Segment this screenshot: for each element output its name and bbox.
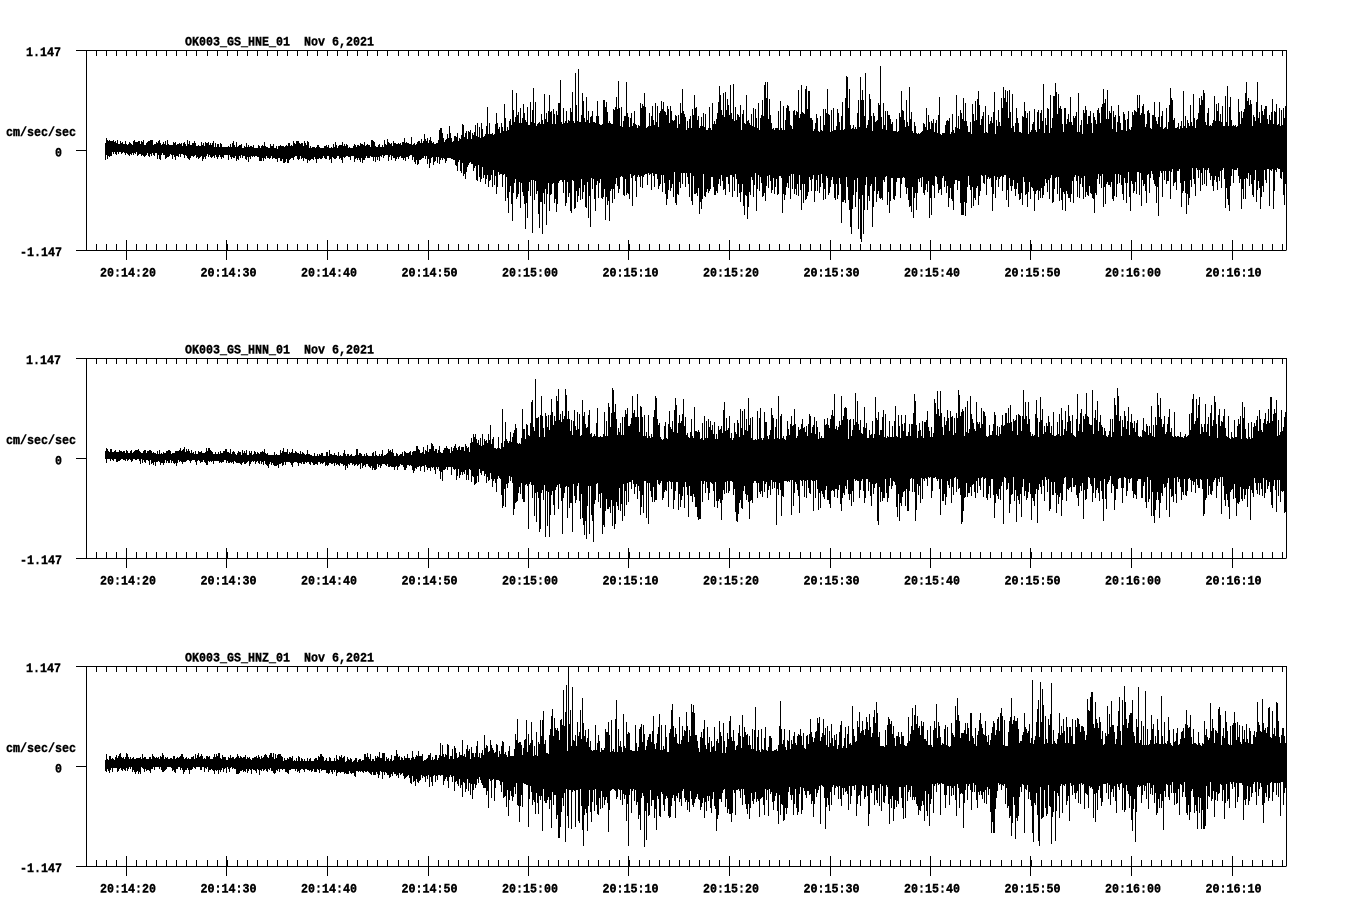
svg-text:20:14:40: 20:14:40: [301, 574, 357, 589]
svg-text:20:14:30: 20:14:30: [201, 266, 257, 281]
svg-text:1.147: 1.147: [26, 661, 61, 676]
svg-text:20:15:10: 20:15:10: [603, 266, 659, 281]
svg-text:20:14:40: 20:14:40: [301, 882, 357, 897]
svg-text:20:15:20: 20:15:20: [703, 574, 759, 589]
svg-text:20:15:00: 20:15:00: [502, 266, 558, 281]
svg-text:-1.147: -1.147: [20, 861, 62, 876]
svg-text:20:15:50: 20:15:50: [1005, 266, 1061, 281]
svg-text:20:14:40: 20:14:40: [301, 266, 357, 281]
svg-text:20:15:10: 20:15:10: [603, 882, 659, 897]
svg-text:20:16:00: 20:16:00: [1105, 574, 1161, 589]
svg-text:-1.147: -1.147: [20, 553, 62, 568]
svg-text:20:16:10: 20:16:10: [1206, 266, 1262, 281]
svg-text:20:15:20: 20:15:20: [703, 266, 759, 281]
svg-text:20:15:30: 20:15:30: [804, 574, 860, 589]
svg-text:1.147: 1.147: [26, 353, 61, 368]
svg-text:cm/sec/sec: cm/sec/sec: [6, 741, 76, 756]
svg-text:20:15:30: 20:15:30: [804, 266, 860, 281]
svg-text:20:15:00: 20:15:00: [502, 882, 558, 897]
svg-text:20:14:30: 20:14:30: [201, 882, 257, 897]
svg-text:0: 0: [55, 454, 62, 469]
svg-text:OK003_GS_HNN_01 Nov 6,2021: OK003_GS_HNN_01 Nov 6,2021: [185, 343, 374, 358]
svg-text:OK003_GS_HNE_01 Nov 6,2021: OK003_GS_HNE_01 Nov 6,2021: [185, 35, 374, 50]
svg-text:20:15:00: 20:15:00: [502, 574, 558, 589]
svg-text:20:14:20: 20:14:20: [100, 266, 156, 281]
svg-text:20:15:30: 20:15:30: [804, 882, 860, 897]
svg-text:20:15:50: 20:15:50: [1005, 574, 1061, 589]
svg-text:20:15:20: 20:15:20: [703, 882, 759, 897]
svg-text:20:16:10: 20:16:10: [1206, 882, 1262, 897]
svg-text:20:16:00: 20:16:00: [1105, 882, 1161, 897]
svg-text:20:14:50: 20:14:50: [402, 574, 458, 589]
svg-text:20:15:40: 20:15:40: [904, 574, 960, 589]
svg-text:0: 0: [55, 146, 62, 161]
svg-text:20:14:50: 20:14:50: [402, 882, 458, 897]
svg-text:20:14:20: 20:14:20: [100, 574, 156, 589]
svg-text:20:15:40: 20:15:40: [904, 882, 960, 897]
svg-text:1.147: 1.147: [26, 45, 61, 60]
svg-text:0: 0: [55, 762, 62, 777]
svg-text:cm/sec/sec: cm/sec/sec: [6, 125, 76, 140]
svg-text:20:15:40: 20:15:40: [904, 266, 960, 281]
svg-text:-1.147: -1.147: [20, 245, 62, 260]
svg-text:cm/sec/sec: cm/sec/sec: [6, 433, 76, 448]
svg-text:20:15:50: 20:15:50: [1005, 882, 1061, 897]
svg-text:20:16:10: 20:16:10: [1206, 574, 1262, 589]
svg-text:20:16:00: 20:16:00: [1105, 266, 1161, 281]
svg-text:20:14:50: 20:14:50: [402, 266, 458, 281]
svg-text:20:14:20: 20:14:20: [100, 882, 156, 897]
svg-text:OK003_GS_HNZ_01 Nov 6,2021: OK003_GS_HNZ_01 Nov 6,2021: [185, 651, 374, 666]
svg-text:20:14:30: 20:14:30: [201, 574, 257, 589]
svg-text:20:15:10: 20:15:10: [603, 574, 659, 589]
